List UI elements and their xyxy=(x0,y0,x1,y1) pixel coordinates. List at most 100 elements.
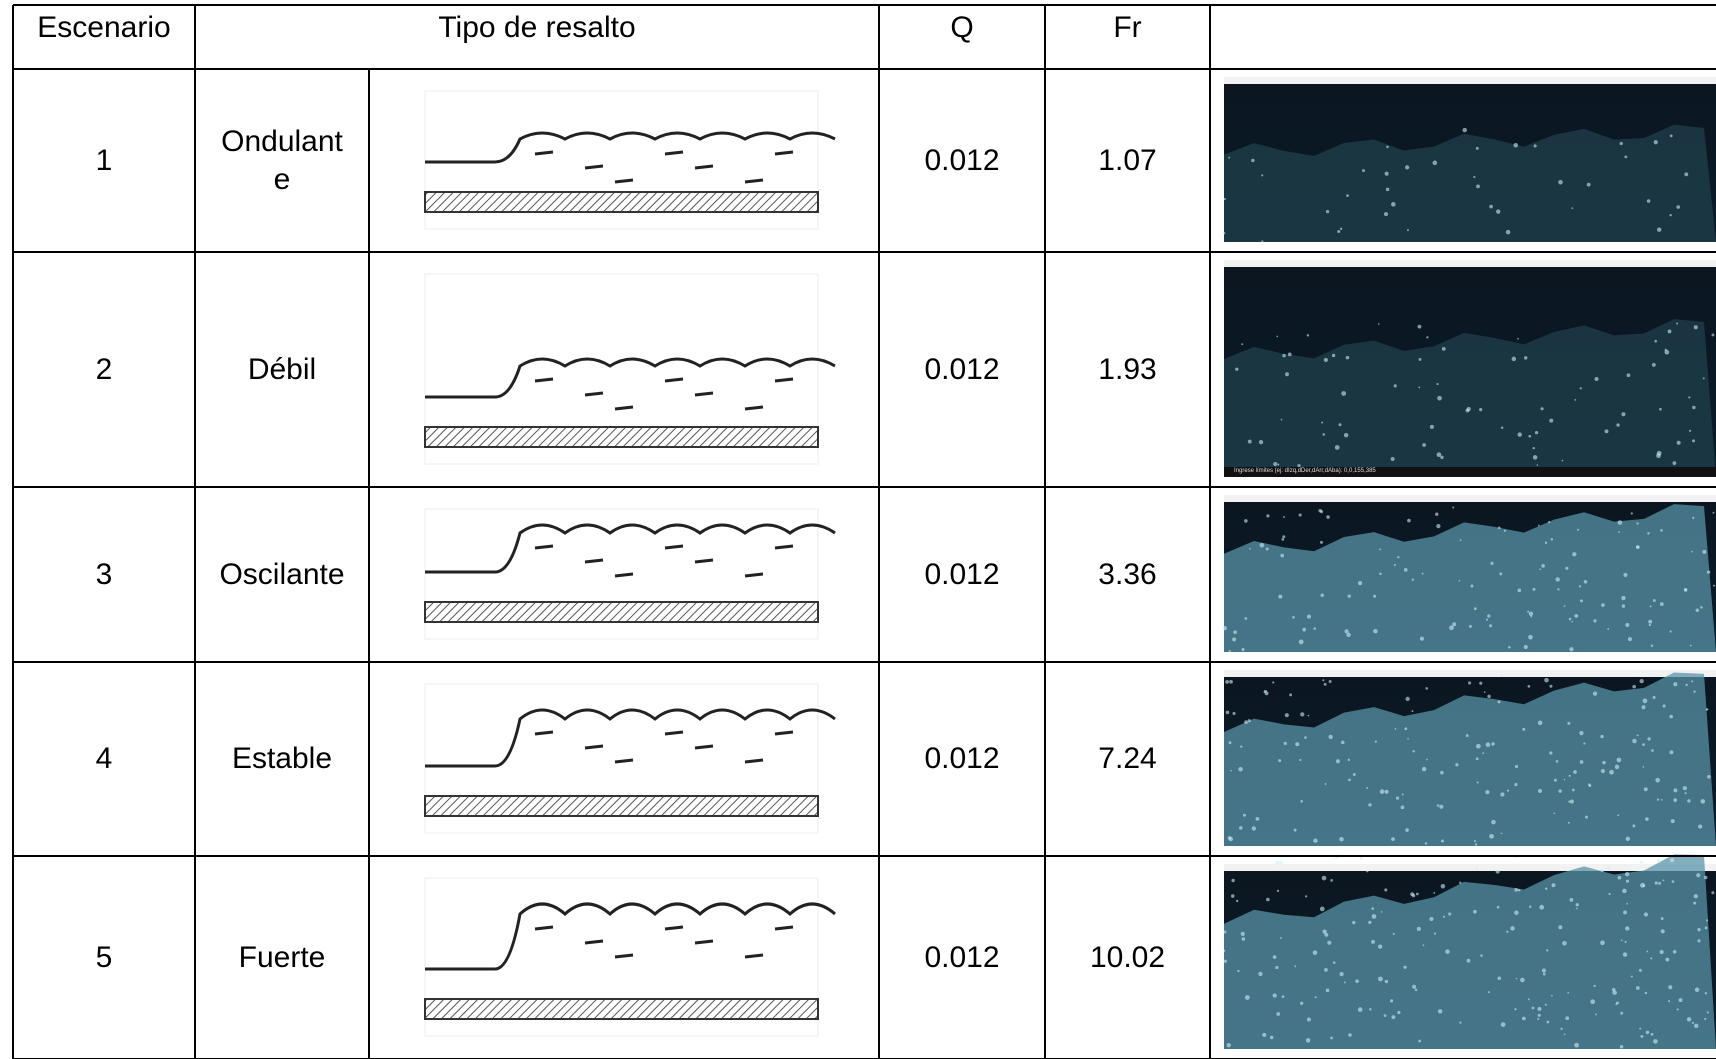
photo-bubble xyxy=(1618,531,1620,534)
photo-bubble xyxy=(1693,690,1696,693)
photo-bubble xyxy=(1545,887,1548,890)
photo-bubble xyxy=(1532,447,1535,450)
photo-bubble xyxy=(1319,540,1323,544)
photo-water xyxy=(1224,672,1716,846)
photo-bubble xyxy=(1686,1017,1692,1022)
photo-bubble xyxy=(1537,1017,1540,1021)
photo-bubble xyxy=(1407,518,1411,523)
sketch-arrow xyxy=(584,558,604,564)
photo-bubble xyxy=(1405,165,1410,170)
photo-bubble xyxy=(1249,547,1251,550)
photo-bubble xyxy=(1228,649,1231,653)
photo-bubble xyxy=(1228,741,1232,745)
photo-bubble xyxy=(1697,927,1701,932)
photo-bubble xyxy=(1328,734,1333,740)
photo-bubble xyxy=(1348,1033,1352,1037)
photo-bubble xyxy=(1500,426,1504,429)
photo-bubble xyxy=(1624,940,1627,944)
photo-bubble xyxy=(1655,777,1660,783)
photo-bubble xyxy=(1558,925,1563,930)
photo-bubble xyxy=(1280,937,1282,939)
photo-bubble xyxy=(1475,867,1479,871)
photo-bubble xyxy=(1368,803,1372,807)
photo-bubble xyxy=(1322,679,1325,682)
photo-bubble xyxy=(1251,158,1255,163)
photo-bubble xyxy=(1652,599,1656,602)
photo-bubble xyxy=(1437,395,1442,401)
photo-bubble xyxy=(1264,689,1267,693)
photo-bubble xyxy=(1343,432,1349,438)
photo-bubble xyxy=(1269,1035,1274,1040)
photo-bubble xyxy=(1614,764,1620,770)
photo-bubble xyxy=(1511,356,1517,362)
photo-bubble xyxy=(1639,678,1644,684)
photo-bubble xyxy=(1497,700,1501,704)
photo-bubble xyxy=(1601,603,1605,607)
photo-bubble xyxy=(1379,548,1382,551)
photo-bubble xyxy=(1707,775,1711,779)
photo-bubble xyxy=(1689,644,1692,647)
sketch-arrow xyxy=(614,405,634,411)
photo-bubble xyxy=(1625,879,1630,883)
photo-bubble xyxy=(1549,418,1554,423)
photo-bubble xyxy=(1650,957,1653,960)
photo-bubble xyxy=(1357,1007,1363,1012)
photo-bubble xyxy=(1373,594,1377,598)
photo-bubble xyxy=(1337,229,1341,234)
photo-bubble xyxy=(1262,1032,1267,1037)
photo-bubble xyxy=(1583,580,1588,584)
photo-bubble xyxy=(1312,950,1318,955)
photo-bubble xyxy=(1621,604,1626,608)
photo-bubble xyxy=(1565,566,1569,570)
photo-bubble xyxy=(1433,891,1436,894)
photo-bubble xyxy=(1625,836,1630,841)
photo-bubble xyxy=(1371,939,1376,944)
photo-bubble xyxy=(1551,883,1556,888)
photo-bubble xyxy=(1579,599,1583,603)
photo-bubble xyxy=(1393,384,1397,388)
photo-bubble xyxy=(1617,520,1623,525)
photo-bubble xyxy=(1414,988,1418,992)
photo-bubble xyxy=(1380,911,1383,913)
photo-bubble xyxy=(1704,992,1707,995)
photo-bubble xyxy=(1585,815,1588,819)
photo-bubble xyxy=(1514,910,1519,915)
photo-bubble xyxy=(1321,875,1327,881)
photo-bubble xyxy=(1700,799,1706,804)
photo-bubble xyxy=(1497,526,1501,530)
photo-bubble xyxy=(1695,608,1700,613)
photo-bubble xyxy=(1500,673,1504,677)
photo-bubble xyxy=(1678,998,1683,1003)
photo-bubble xyxy=(1421,766,1427,772)
photo-bubble xyxy=(1626,902,1628,905)
photo-bubble xyxy=(1418,386,1421,389)
photo-bubble xyxy=(1332,961,1336,964)
photo-bubble xyxy=(1693,325,1698,330)
photo-bubble xyxy=(1306,334,1310,337)
photo-bubble xyxy=(1400,805,1405,810)
photo-bubble xyxy=(1635,545,1640,550)
photo-bubble xyxy=(1644,991,1648,995)
photo-bubble xyxy=(1330,879,1334,882)
photo-bubble xyxy=(1672,949,1677,954)
photo-bubble xyxy=(1397,1010,1401,1015)
photo-bubble xyxy=(1514,1008,1517,1011)
photo-bubble xyxy=(1607,627,1610,630)
photo-bubble xyxy=(1429,916,1434,922)
photo-bubble xyxy=(1579,760,1584,764)
photo-bubble xyxy=(1622,952,1628,957)
photo-bubble xyxy=(1568,617,1572,621)
photo-bubble xyxy=(1568,774,1571,777)
photo-bubble xyxy=(1440,455,1444,460)
photo-bubble xyxy=(1476,184,1480,189)
photo-bubble xyxy=(1625,622,1630,627)
photo-bubble xyxy=(1468,624,1472,628)
photo-bubble xyxy=(1412,749,1415,753)
photo-bubble xyxy=(1689,429,1692,432)
photo-bubble xyxy=(1579,730,1584,736)
photo-bubble xyxy=(1704,926,1708,930)
photo-bubble xyxy=(1411,710,1414,713)
photo-bubble xyxy=(1636,734,1639,737)
fr-cell: 1.07 xyxy=(1098,143,1157,177)
photo-bubble xyxy=(1306,614,1311,619)
